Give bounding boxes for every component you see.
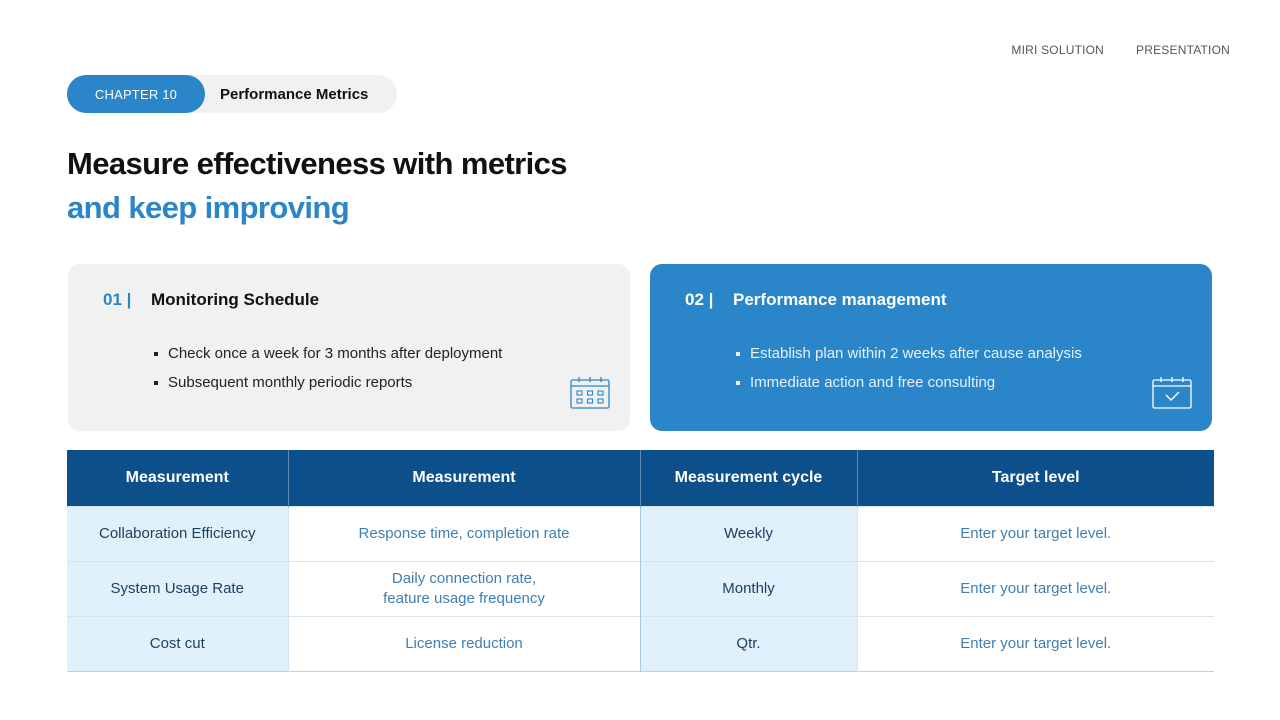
column-header: Measurement cycle: [640, 450, 858, 506]
card-number: 02 |: [685, 290, 714, 309]
card-title: Performance management: [733, 290, 947, 309]
table-row: Collaboration Efficiency Response time, …: [67, 505, 1214, 561]
column-header: Measurement: [67, 450, 289, 506]
column-header: Measurement: [288, 450, 641, 506]
metric-cell: Collaboration Efficiency: [67, 505, 289, 561]
measurement-line: Daily connection rate,: [391, 569, 537, 587]
title-line-1: Measure effectiveness with metrics: [67, 146, 568, 181]
bullet-item: Subsequent monthly periodic reports: [154, 368, 502, 397]
top-nav: MIRI SOLUTION PRESENTATION: [1011, 43, 1230, 57]
cycle-cell: Weekly: [640, 505, 858, 561]
table-header-row: Measurement Measurement Measurement cycl…: [67, 450, 1214, 506]
calendar-grid-icon: [570, 377, 610, 409]
chapter-pill: CHAPTER 10 Performance Metrics: [67, 75, 397, 113]
column-header: Target level: [857, 450, 1214, 506]
target-cell: Enter your target level.: [857, 505, 1214, 561]
card-performance-management: 02 | Performance management Establish pl…: [650, 264, 1212, 431]
measurement-line: Response time, completion rate: [358, 524, 570, 542]
metrics-table: Measurement Measurement Measurement cycl…: [67, 450, 1214, 672]
target-cell: Enter your target level.: [857, 560, 1214, 616]
chapter-tag: CHAPTER 10: [67, 75, 205, 113]
measurement-line: feature usage frequency: [383, 589, 545, 607]
page-title: Measure effectiveness with metrics and k…: [67, 142, 568, 230]
card-monitoring-schedule: 01 | Monitoring Schedule Check once a we…: [68, 264, 630, 431]
measurement-line: License reduction: [405, 634, 523, 652]
card-number: 01 |: [103, 290, 132, 309]
card-bullets: Establish plan within 2 weeks after caus…: [736, 339, 1082, 397]
target-cell: Enter your target level.: [857, 615, 1214, 671]
bullet-item: Establish plan within 2 weeks after caus…: [736, 339, 1082, 368]
measurement-cell: Daily connection rate, feature usage fre…: [288, 560, 641, 616]
card-bullets: Check once a week for 3 months after dep…: [154, 339, 502, 397]
table-row: System Usage Rate Daily connection rate,…: [67, 560, 1214, 616]
card-title: Monitoring Schedule: [151, 290, 320, 309]
bullet-item: Check once a week for 3 months after dep…: [154, 339, 502, 368]
cycle-cell: Monthly: [640, 560, 858, 616]
calendar-check-icon: [1152, 377, 1192, 409]
metric-cell: Cost cut: [67, 615, 289, 671]
card-header: 02 | Performance management: [685, 290, 947, 310]
title-line-2: and keep improving: [67, 190, 350, 225]
measurement-cell: License reduction: [288, 615, 641, 671]
card-header: 01 | Monitoring Schedule: [103, 290, 319, 310]
nav-presentation: PRESENTATION: [1136, 43, 1230, 57]
chapter-name: Performance Metrics: [220, 85, 369, 103]
bullet-item: Immediate action and free consulting: [736, 368, 1082, 397]
nav-brand: MIRI SOLUTION: [1011, 43, 1105, 57]
table-row: Cost cut License reduction Qtr. Enter yo…: [67, 615, 1214, 671]
cycle-cell: Qtr.: [640, 615, 858, 671]
metric-cell: System Usage Rate: [67, 560, 289, 616]
measurement-cell: Response time, completion rate: [288, 505, 641, 561]
